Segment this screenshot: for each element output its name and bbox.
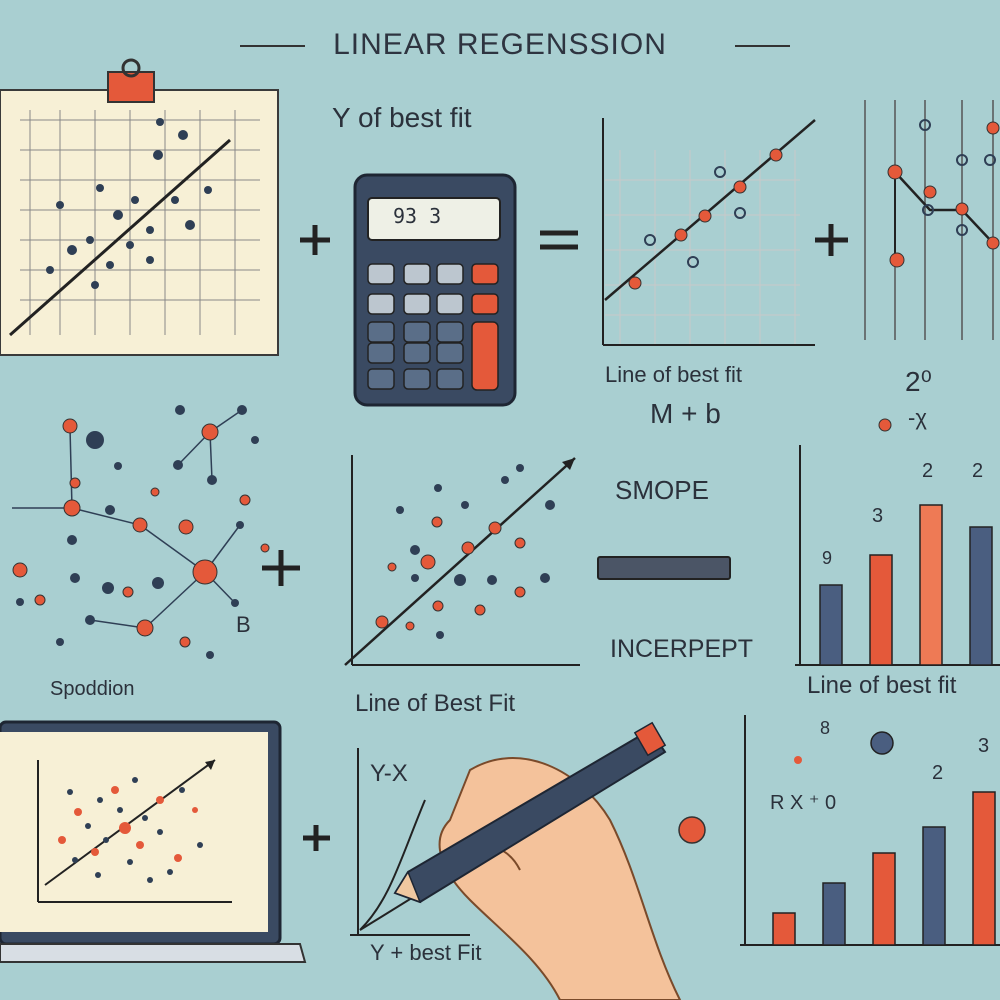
bar-number-3: 2: [922, 460, 934, 482]
middle-scatter-chart: [344, 455, 580, 666]
orange-dot: [678, 816, 706, 844]
label-line-best-fit-3: Line of best fit: [807, 672, 957, 699]
bar-number-4: 2: [972, 460, 984, 482]
calculator-icon: [353, 173, 517, 407]
clipboard-chart: [0, 58, 279, 356]
label-spoddion: Spoddion: [50, 678, 135, 700]
laptop-icon: [0, 720, 307, 963]
middle-right-bar-chart: [795, 445, 1000, 666]
label-exponent: 2⁰: [905, 366, 932, 397]
label-smope: SMOPE: [615, 475, 709, 505]
label-formula: M + b: [650, 398, 721, 429]
plus-icon: [262, 224, 848, 851]
label-incerpept: INCERPEPT: [610, 635, 754, 663]
label-rx0: R X ⁺ 0: [770, 792, 837, 814]
bar-number-1: 9: [822, 548, 833, 568]
label-line-best-fit-1: Line of best fit: [605, 362, 742, 387]
network-scatter: [12, 405, 270, 659]
bar-number-7: 3: [978, 735, 990, 757]
top-right-chart: [864, 100, 1000, 340]
bar-number-6: 2: [932, 762, 944, 784]
equals-icon: [540, 230, 578, 250]
page-title: LINEAR REGENSSION: [333, 28, 667, 61]
bar-number-2: 3: [872, 505, 884, 527]
bottom-right-bar-chart: [740, 715, 1000, 946]
bar-number-5: 8: [820, 718, 831, 738]
label-yx: Y-X: [370, 760, 408, 787]
label-y-best-fit-2: Y + best Fit: [370, 940, 482, 965]
pen-icon: [393, 721, 667, 904]
top-line-chart: [602, 118, 816, 346]
minus-icon: [597, 556, 731, 580]
label-line-best-fit-2: Line of Best Fit: [355, 690, 516, 717]
label-y-best-fit: Y of best fit: [332, 102, 472, 133]
calculator-display: 93 3: [393, 204, 442, 228]
label-x-small: -χ: [908, 405, 927, 430]
clipboard-icon: [107, 71, 155, 103]
small-orange-dot: [878, 418, 892, 432]
label-b: B: [236, 612, 251, 637]
